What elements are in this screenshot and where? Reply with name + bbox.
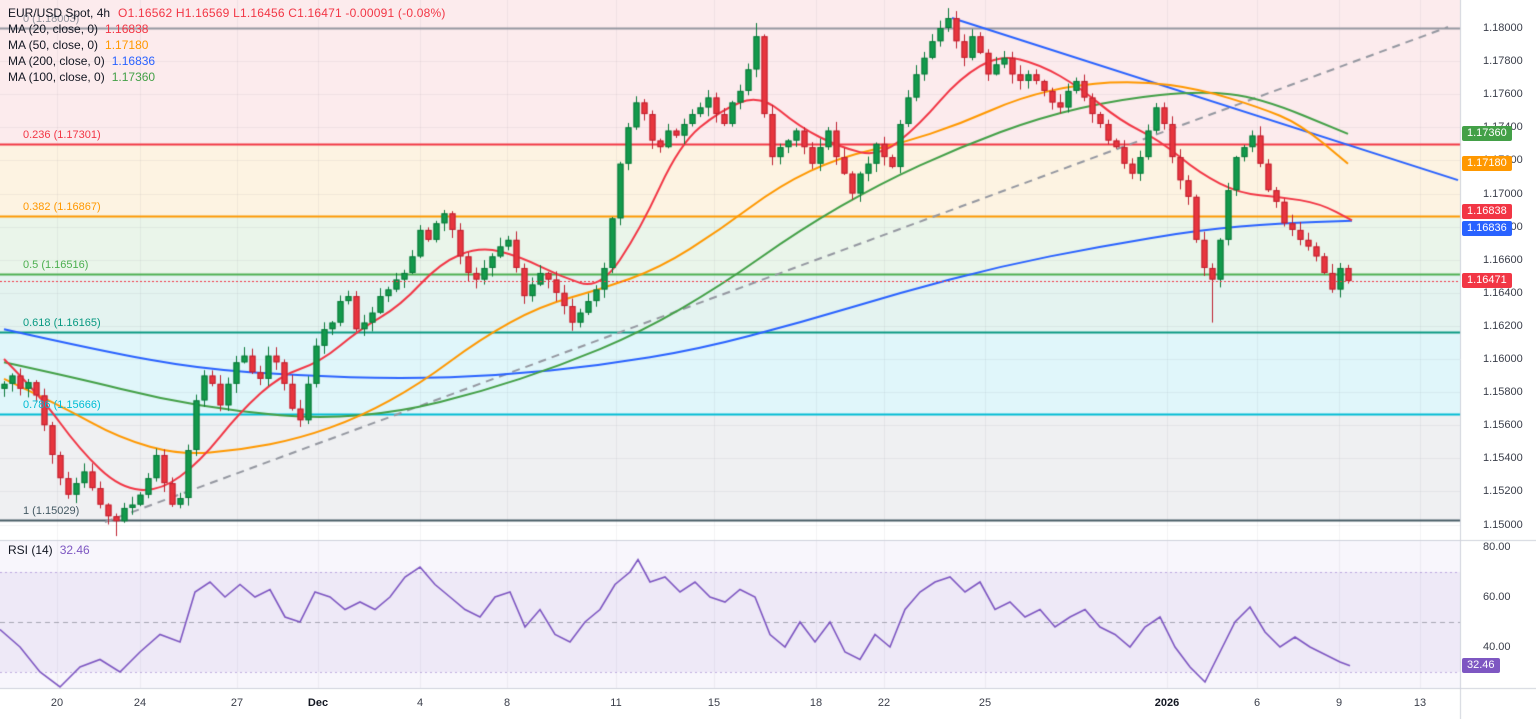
rsi-value: 32.46	[59, 543, 90, 557]
time-axis-label: 8	[503, 697, 511, 709]
time-axis-label: 24	[133, 697, 147, 709]
rsi-axis-label: 80.00	[1483, 541, 1511, 553]
time-axis-label: 22	[877, 697, 891, 709]
ma-legend-row[interactable]: MA (200, close, 0) 1.16836	[8, 53, 446, 69]
time-axis-label: 15	[707, 697, 721, 709]
price-badge: 1.16838	[1462, 204, 1512, 220]
fib-level-label[interactable]: 0.618 (1.16165)	[23, 316, 101, 329]
price-axis-label: 1.15800	[1483, 386, 1523, 399]
price-badge: 1.17180	[1462, 155, 1512, 171]
rsi-axis-label: 40.00	[1483, 641, 1511, 653]
fib-level-label[interactable]: 0.5 (1.16516)	[23, 258, 89, 271]
time-axis-label: 18	[809, 697, 823, 709]
rsi-axis-label: 60.00	[1483, 591, 1511, 603]
symbol-row: EUR/USD Spot, 4h O1.16562 H1.16569 L1.164…	[8, 5, 446, 21]
time-axis-label: 2026	[1154, 697, 1180, 709]
fib-level-label[interactable]: 0 (1.18003)	[23, 12, 80, 25]
time-axis-label: 4	[416, 697, 424, 709]
time-axis-label: 27	[230, 697, 244, 709]
legend: EUR/USD Spot, 4h O1.16562 H1.16569 L1.164…	[8, 5, 446, 85]
ma-legend-rows: MA (20, close, 0) 1.16838 MA (50, close, 0…	[8, 21, 446, 85]
ma-label: MA (50, close, 0)	[8, 38, 99, 52]
symbol-title[interactable]: EUR/USD Spot, 4h	[8, 6, 111, 20]
price-badge: 1.16471	[1462, 273, 1512, 289]
fib-level-label[interactable]: 1 (1.15029)	[23, 504, 80, 517]
price-axis-label: 1.15000	[1483, 518, 1523, 531]
time-axis-label: 11	[610, 697, 622, 709]
price-axis-label: 1.15400	[1483, 452, 1523, 465]
price-axis-label: 1.16200	[1483, 319, 1523, 332]
price-axis-label: 1.17000	[1483, 187, 1523, 200]
price-axis-label: 1.17600	[1483, 88, 1523, 101]
time-axis-label: 13	[1413, 697, 1427, 709]
ma-value: 1.17360	[111, 70, 156, 84]
price-axis-label: 1.15600	[1483, 419, 1523, 432]
time-axis-label: 25	[978, 697, 992, 709]
ma-value: 1.16838	[105, 22, 149, 36]
fib-level-label[interactable]: 0.382 (1.16867)	[23, 200, 101, 213]
ohlc-values: O1.16562 H1.16569 L1.16456 C1.16471 -0.0…	[118, 6, 446, 20]
time-axis-label: 20	[50, 697, 64, 709]
ma-legend-row[interactable]: MA (20, close, 0) 1.16838	[8, 21, 446, 37]
ma-label: MA (100, close, 0)	[8, 70, 105, 84]
ma-value: 1.16836	[111, 54, 156, 68]
rsi-legend: RSI (14) 32.46	[8, 543, 90, 557]
price-axis-label: 1.16400	[1483, 286, 1523, 299]
ma-legend-row[interactable]: MA (50, close, 0) 1.17180	[8, 37, 446, 53]
ma-legend-row[interactable]: MA (100, close, 0) 1.17360	[8, 69, 446, 85]
price-axis-label: 1.17800	[1483, 55, 1523, 68]
price-axis-label: 1.16600	[1483, 253, 1523, 266]
fib-level-label[interactable]: 0.786 (1.15666)	[23, 399, 101, 412]
ma-label: MA (200, close, 0)	[8, 54, 105, 68]
time-axis-label: 9	[1335, 697, 1343, 709]
time-axis-label: 6	[1253, 697, 1261, 709]
price-axis-label: 1.15200	[1483, 485, 1523, 498]
ma-label: MA (20, close, 0)	[8, 22, 99, 36]
fib-level-label[interactable]: 0.236 (1.17301)	[23, 128, 101, 141]
price-axis-label: 1.18000	[1483, 22, 1523, 34]
price-badge: 1.16836	[1462, 220, 1512, 236]
price-badge: 1.17360	[1462, 125, 1512, 141]
rsi-label[interactable]: RSI (14)	[8, 543, 53, 557]
time-axis-label: Dec	[307, 697, 329, 709]
ma-value: 1.17180	[105, 38, 149, 52]
rsi-value-badge: 32.46	[1462, 657, 1500, 673]
price-axis-label: 1.16000	[1483, 353, 1523, 365]
